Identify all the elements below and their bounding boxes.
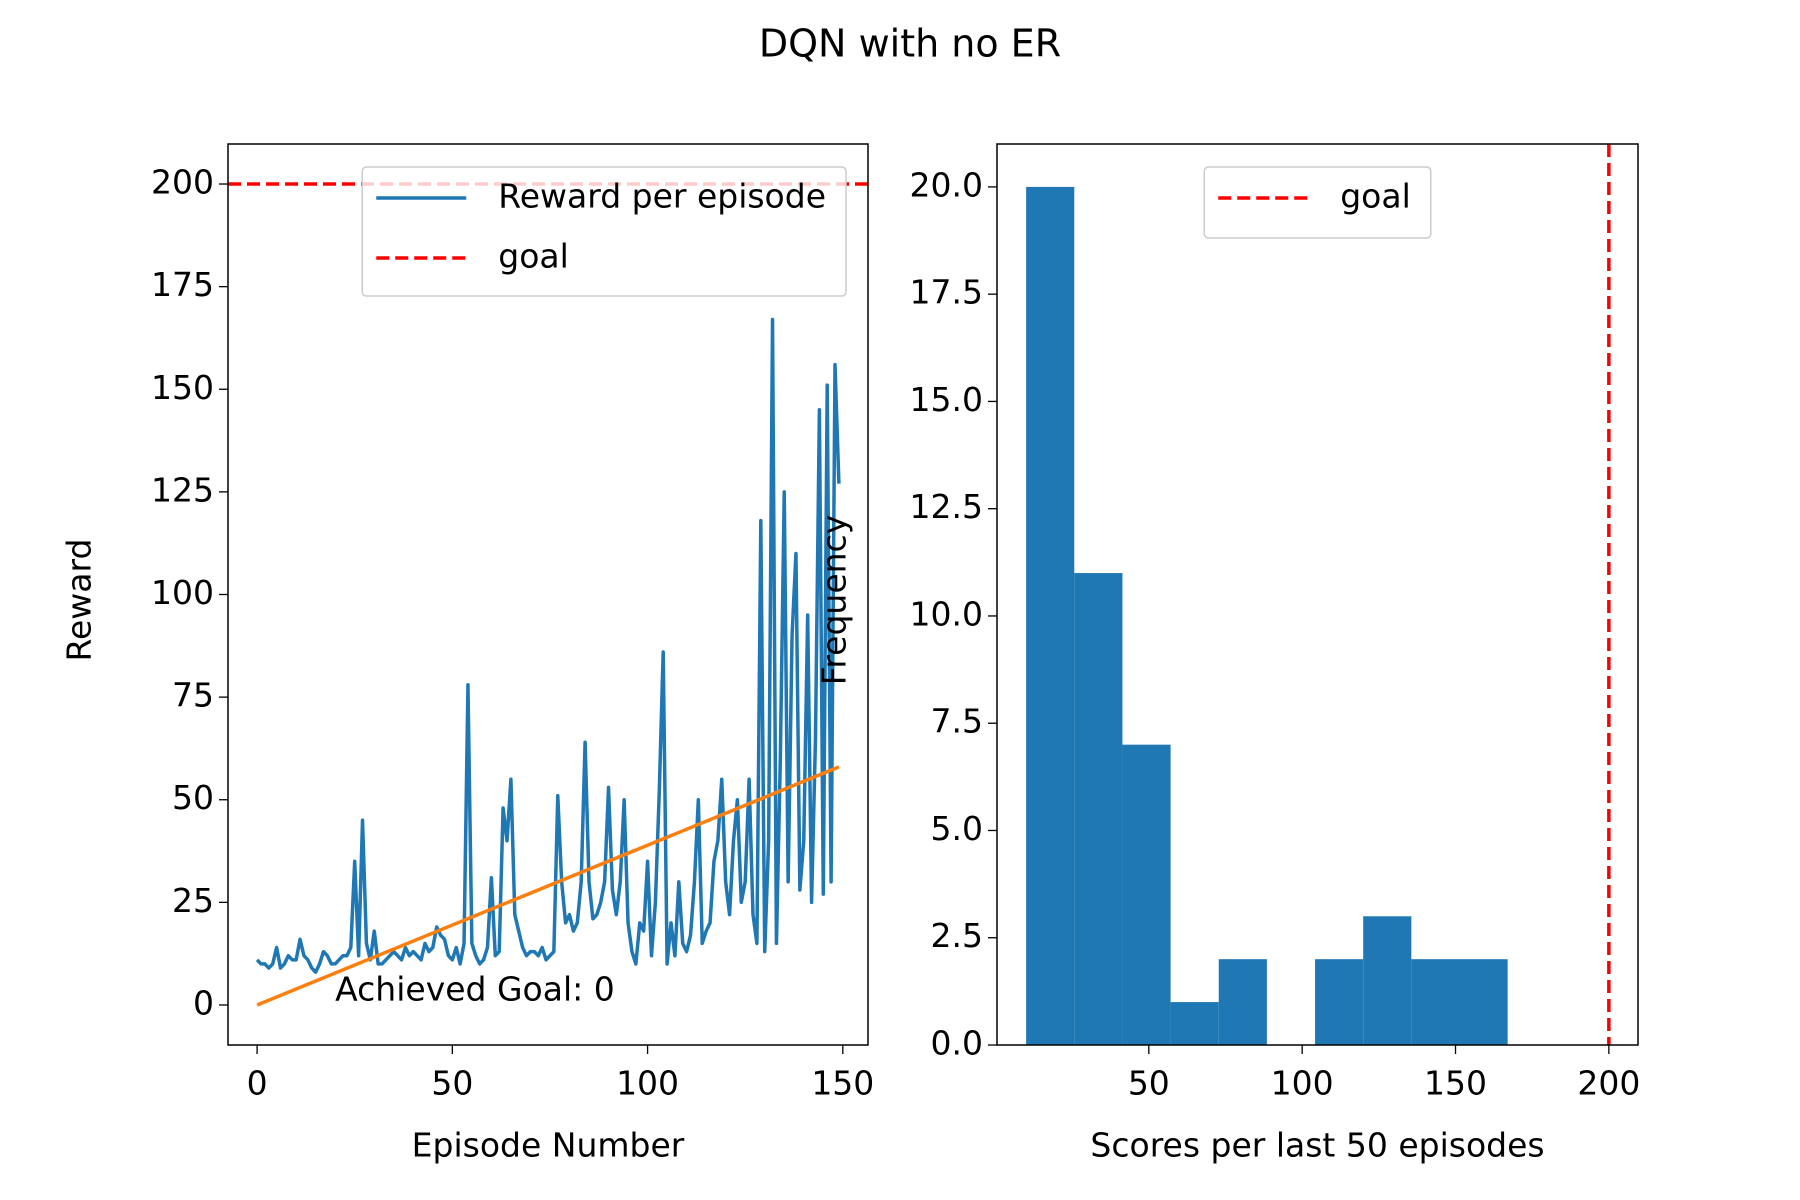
legend-label: Reward per episode (498, 177, 826, 216)
y-tick-label: 10.0 (910, 594, 983, 633)
y-tick-label: 17.5 (910, 273, 983, 312)
axes (1026, 144, 1611, 1045)
histogram-bar (1459, 959, 1508, 1045)
histogram-bar (1363, 916, 1412, 1045)
figure-title: DQN with no ER (759, 22, 1061, 66)
y-tick-label: 150 (151, 368, 214, 407)
x-tick-label: 100 (1271, 1064, 1334, 1103)
y-tick-label: 200 (151, 163, 214, 202)
legend: goal (1203, 166, 1432, 239)
y-tick-label: 7.5 (931, 702, 983, 741)
histogram-bar (1074, 573, 1123, 1045)
y-tick-label: 15.0 (910, 380, 983, 419)
x-tick-label: 50 (431, 1064, 473, 1103)
y-tick-label: 20.0 (910, 165, 983, 204)
y-tick-label: 100 (151, 573, 214, 612)
x-axis-label: Episode Number (412, 1126, 685, 1165)
y-tick-label: 5.0 (931, 809, 983, 848)
axes-frame (996, 143, 1639, 1046)
x-tick-label: 150 (811, 1064, 874, 1103)
y-tick-label: 2.5 (931, 916, 983, 955)
histogram-bar (1170, 1002, 1219, 1045)
legend-box (361, 166, 847, 297)
legend: Reward per episode goal (361, 166, 847, 297)
histogram-bar (1315, 959, 1364, 1045)
x-tick-label: 150 (1424, 1064, 1487, 1103)
x-tick-label: 100 (616, 1064, 679, 1103)
trend-line (256, 765, 840, 1007)
legend-label: goal (1340, 177, 1411, 216)
y-tick-label: 0.0 (931, 1024, 983, 1063)
histogram-bar (1218, 959, 1267, 1045)
axes-frame (227, 143, 869, 1046)
histogram-bar (1122, 744, 1171, 1045)
x-tick-label: 200 (1577, 1064, 1640, 1103)
x-axis-label: Scores per last 50 episodes (1090, 1126, 1544, 1165)
annotation: Achieved Goal: 0 (335, 969, 615, 1008)
y-tick-label: 0 (193, 983, 214, 1022)
histogram-bar (1026, 186, 1075, 1045)
legend-label: goal (498, 237, 569, 276)
histogram-bar (1411, 959, 1460, 1045)
legend-box (1203, 166, 1432, 239)
x-tick-label: 50 (1128, 1064, 1170, 1103)
y-tick-label: 50 (172, 778, 214, 817)
y-axis-label: Frequency (815, 515, 854, 685)
reward-line (255, 317, 841, 974)
y-axis-label: Reward (60, 539, 99, 662)
x-tick-label: 0 (247, 1064, 268, 1103)
y-tick-label: 75 (172, 676, 214, 715)
y-tick-label: 125 (151, 470, 214, 509)
y-tick-label: 175 (151, 265, 214, 304)
y-tick-label: 12.5 (910, 487, 983, 526)
y-tick-label: 25 (172, 881, 214, 920)
